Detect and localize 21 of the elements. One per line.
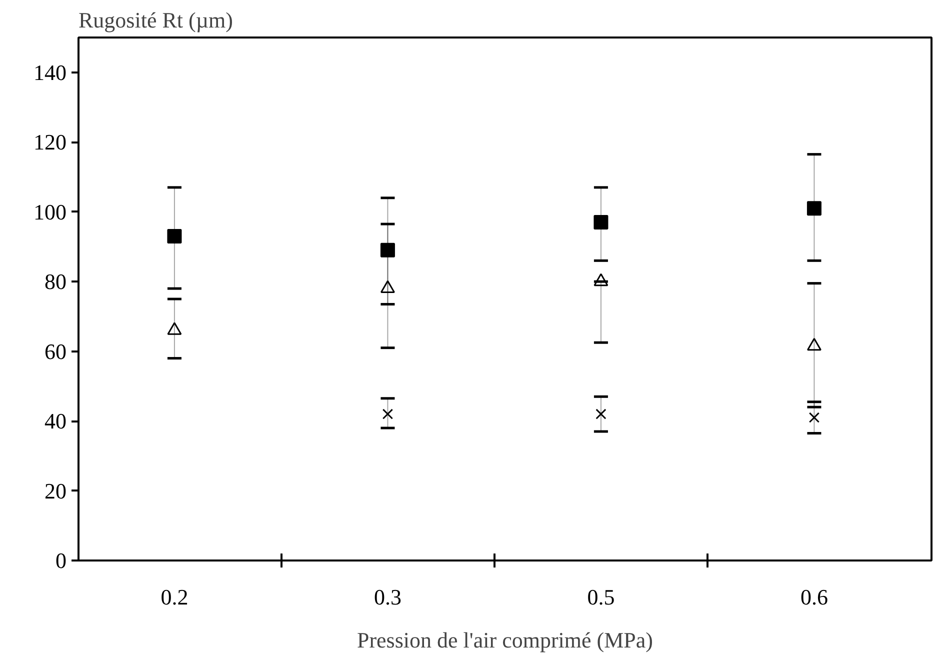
x-tick-label: 0.2 — [160, 584, 188, 610]
y-tick-label: 60 — [44, 338, 66, 364]
y-tick-label: 140 — [34, 60, 66, 85]
point — [806, 201, 822, 216]
y-tick-label: 120 — [34, 130, 66, 155]
point — [808, 412, 820, 423]
y-tick-label: 0 — [56, 548, 66, 573]
point — [594, 215, 608, 230]
x-tick-label: 0.5 — [587, 584, 615, 610]
x-axis-title: Pression de l'air comprimé (MPa) — [356, 628, 654, 652]
x-tick-label: 0.3 — [374, 584, 402, 610]
x-tick-label: 0.6 — [800, 584, 828, 610]
y-tick-label: 100 — [34, 199, 66, 224]
point — [167, 228, 182, 244]
point — [382, 408, 394, 420]
y-tick-label: 80 — [44, 269, 66, 294]
y-axis-title: Rugosité Rt (µm) — [78, 8, 233, 32]
point — [596, 408, 606, 420]
point — [380, 242, 395, 258]
y-tick-label: 20 — [44, 478, 66, 504]
y-tick-label: 40 — [44, 408, 66, 434]
